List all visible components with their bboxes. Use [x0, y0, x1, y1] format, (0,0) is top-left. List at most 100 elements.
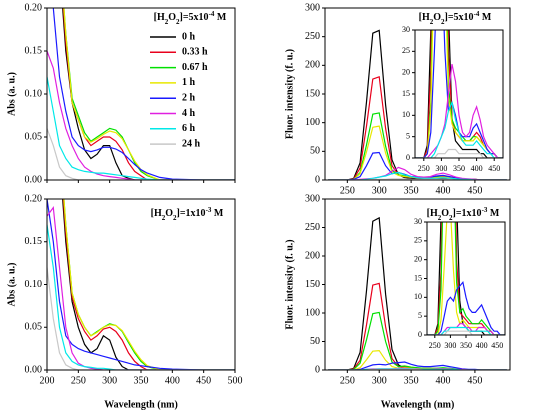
plot-border: [324, 7, 511, 181]
plot-border: [46, 198, 236, 371]
annotation-part: 2: [441, 18, 445, 26]
y-tick-label: 250: [305, 222, 320, 233]
annotation-part: M: [211, 208, 224, 219]
y-tick-label: 15: [414, 273, 422, 282]
series-line: [427, 323, 505, 335]
y-tick-label: 0.05: [25, 322, 43, 333]
y-tick-label: 0: [315, 174, 320, 185]
x-tick-label: 250: [340, 375, 355, 386]
y-tick-label: 0.15: [25, 236, 43, 247]
annotation-part: M: [214, 12, 227, 23]
series-group: [415, 30, 503, 158]
y-tick-label: 300: [305, 193, 320, 204]
x-tick-label: 450: [488, 164, 500, 173]
series-line: [47, 206, 235, 370]
y-tick-label: 0.15: [25, 45, 43, 56]
series-line: [47, 199, 235, 370]
legend-label: 6 h: [182, 123, 196, 134]
series-line: [427, 222, 505, 335]
plot-frame: [46, 198, 236, 371]
annotation-part: 2: [173, 214, 177, 222]
series-line: [52, 8, 235, 180]
legend-label: 0.67 h: [182, 62, 208, 73]
y-tick-label: 200: [305, 60, 320, 71]
annotation-part: [H: [419, 12, 430, 23]
annotation: [H2O2]=5x10-4 M: [154, 10, 227, 26]
legend-label: 2 h: [182, 92, 196, 103]
x-tick-label: 400: [436, 375, 451, 386]
annotation-part: ]=1x10: [177, 208, 206, 219]
plot-frame: [46, 7, 236, 181]
series-line: [415, 30, 503, 158]
annotation-part: -4: [209, 10, 215, 18]
x-tick-label: 300: [372, 375, 387, 386]
y-tick-label: 0.20: [25, 2, 43, 13]
x-axis-label: Wavelength (nm): [381, 399, 455, 410]
annotation-part: -4: [474, 10, 480, 18]
x-tick-label: 450: [196, 375, 211, 386]
series-line: [328, 171, 507, 180]
series-group: [47, 8, 235, 180]
x-tick-label: 300: [372, 185, 387, 196]
y-tick-label: 0.05: [25, 131, 43, 142]
y-tick-label: 50: [310, 336, 320, 347]
series-line: [415, 63, 503, 158]
series-line: [427, 222, 505, 335]
inset-border: [414, 29, 504, 159]
annotation-part: 2: [162, 214, 166, 222]
y-axis-label: Abs (a. u.): [6, 72, 17, 116]
y-tick-label: 150: [305, 88, 320, 99]
annotation-part: ]=1x10: [453, 208, 482, 219]
x-tick-label: 400: [436, 185, 451, 196]
annotation-part: [H: [427, 208, 438, 219]
y-tick-label: 20: [402, 67, 410, 76]
legend-label: 0.33 h: [182, 47, 208, 58]
x-tick-label: 400: [476, 341, 488, 350]
annotation-part: 2: [449, 214, 453, 222]
legend-label: 1 h: [182, 77, 196, 88]
x-tick-label: 350: [134, 375, 149, 386]
x-tick-label: 400: [165, 375, 180, 386]
x-tick-label: 450: [491, 341, 503, 350]
annotation-part: ]=5x10: [445, 12, 474, 23]
series-line: [328, 178, 507, 180]
y-tick-label: 0: [418, 330, 422, 339]
x-tick-label: 350: [453, 164, 465, 173]
y-tick-label: 30: [402, 25, 410, 34]
legend-label: 24 h: [182, 138, 201, 149]
y-tick-label: 0.20: [25, 193, 43, 204]
y-tick-label: 100: [305, 117, 320, 128]
y-tick-label: 250: [305, 31, 320, 42]
series-line: [328, 311, 507, 370]
x-tick-label: 300: [102, 375, 117, 386]
annotation-part: -3: [482, 206, 488, 214]
x-tick-label: 300: [435, 164, 447, 173]
annotation-part: 2: [176, 18, 180, 26]
y-tick-label: 10: [414, 292, 422, 301]
y-tick-label: 5: [406, 131, 410, 140]
series-line: [47, 128, 235, 180]
annotation-part: [H: [151, 208, 162, 219]
x-tick-label: 400: [471, 164, 483, 173]
annotation-part: 2: [438, 214, 442, 222]
annotation-part: ]=5x10: [180, 12, 209, 23]
x-tick-label: 450: [467, 375, 482, 386]
y-tick-label: 50: [310, 146, 320, 157]
y-tick-label: 0.00: [25, 174, 43, 185]
y-tick-label: 25: [402, 46, 410, 55]
series-line: [415, 100, 503, 158]
series-group: [427, 222, 505, 335]
y-tick-label: 150: [305, 279, 320, 290]
annotation-part: M: [487, 208, 500, 219]
x-tick-label: 300: [444, 341, 456, 350]
x-tick-label: 250: [71, 375, 86, 386]
series-line: [427, 280, 505, 335]
series-line: [427, 330, 505, 335]
series-line: [47, 76, 235, 180]
series-line: [63, 8, 235, 180]
y-tick-label: 10: [402, 110, 410, 119]
annotation-part: O: [433, 12, 441, 23]
y-tick-label: 0.10: [25, 279, 43, 290]
series-line: [47, 224, 235, 370]
x-tick-label: 500: [228, 375, 243, 386]
